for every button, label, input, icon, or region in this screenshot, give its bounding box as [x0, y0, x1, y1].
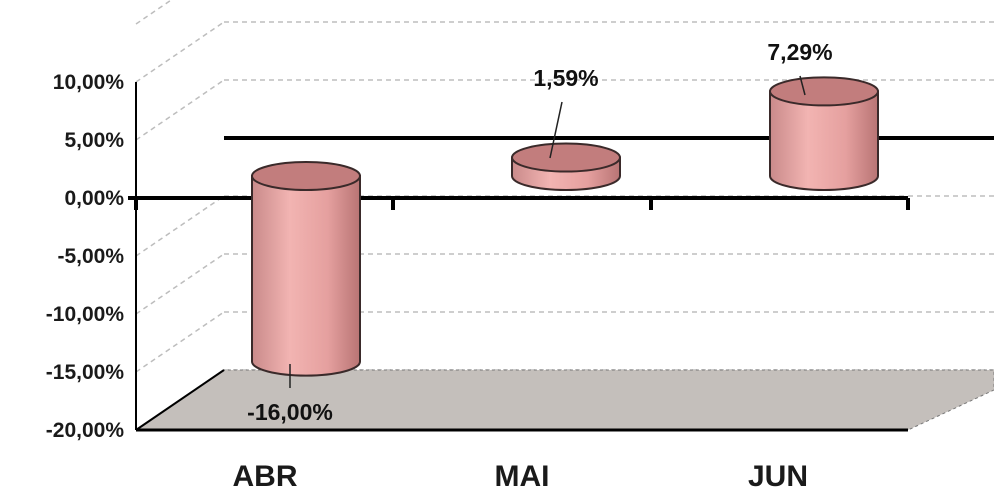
bar-top-cap: [251, 161, 361, 191]
x-tick-label-jun: JUN: [748, 460, 808, 492]
y-tick-label: -5,00%: [57, 245, 124, 268]
grid-line-side: [135, 79, 225, 141]
y-tick-label: 10,00%: [53, 71, 125, 94]
y-tick-label: -20,00%: [46, 419, 125, 442]
bar-body: [251, 175, 361, 377]
bars: [251, 76, 879, 377]
y-tick-label: -10,00%: [46, 303, 125, 326]
labels: 10,00% 5,00% 0,00% -5,00% -10,00% -15,00% -20,…: [46, 39, 833, 492]
bar-body: [769, 90, 879, 191]
grid-line-side: [135, 311, 225, 373]
data-label-mai: 1,59%: [533, 65, 598, 91]
chart-floor: [134, 369, 994, 432]
x-tick-label-mai: MAI: [495, 460, 550, 492]
grid-line-side: [135, 21, 225, 83]
bar-jun: [769, 76, 879, 191]
x-tick-label-abr: ABR: [233, 460, 298, 492]
grid-line-side: [135, 195, 225, 257]
grid-line-side: [135, 0, 173, 25]
data-label-jun: 7,29%: [767, 39, 832, 65]
y-tick-label: 5,00%: [64, 129, 124, 152]
bar-top-cap: [511, 142, 621, 173]
floor-left-edge: [135, 369, 225, 431]
leader-line: [549, 101, 563, 159]
y-tick-label: -15,00%: [46, 361, 125, 384]
bar-mai: [511, 142, 621, 191]
leader-line: [799, 75, 806, 96]
bar-top-cap: [769, 76, 879, 107]
data-label-abr: -16,00%: [247, 399, 333, 425]
y-tick-label: 0,00%: [64, 187, 124, 210]
grid-line-side: [135, 253, 225, 315]
bar-abr: [251, 161, 361, 377]
